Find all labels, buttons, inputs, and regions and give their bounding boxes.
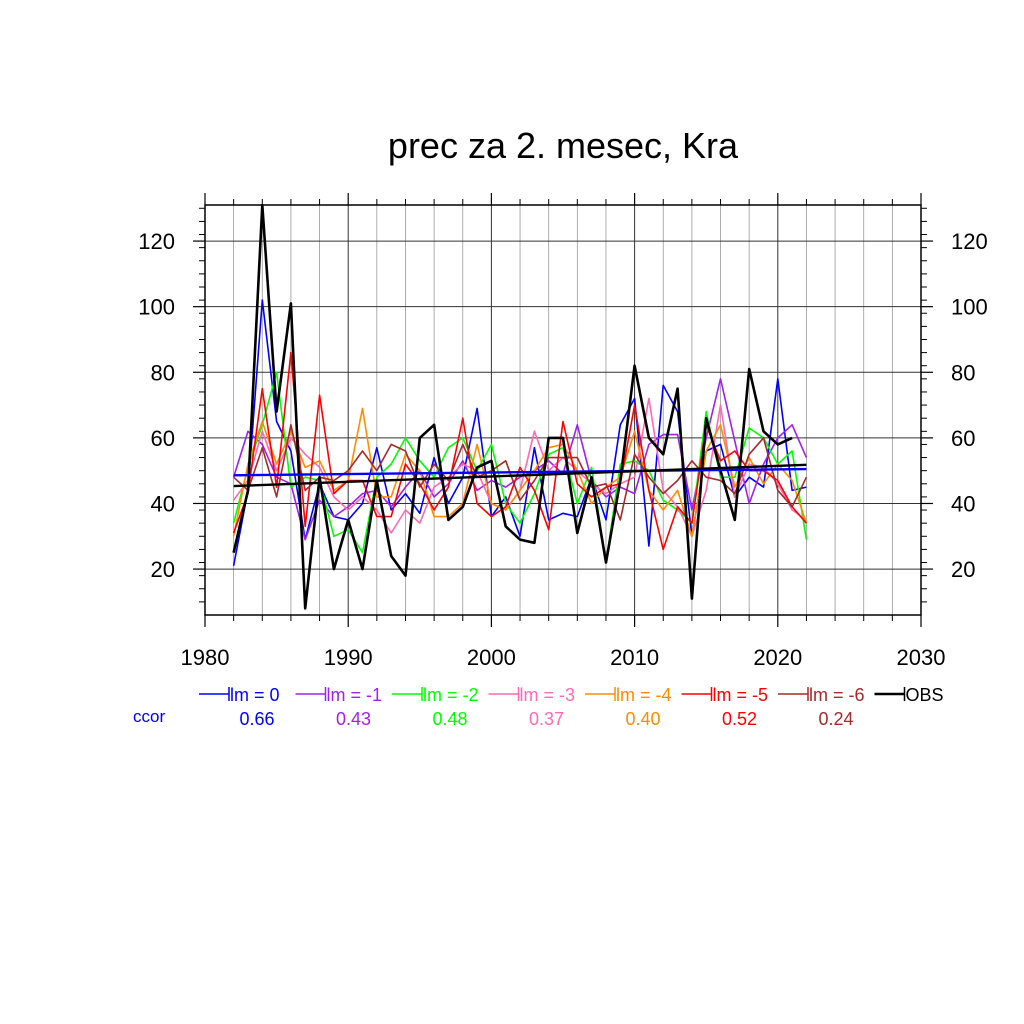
y-tick-label: 20 — [151, 557, 175, 582]
ccor-value: 0.24 — [818, 709, 853, 729]
legend: ccor lm = 0 0.66 lm = -1 0.43 lm = -2 0.48 lm =… — [133, 685, 944, 729]
ccor-value: 0.48 — [432, 709, 467, 729]
ccor-value: 0.43 — [336, 709, 371, 729]
trend-line-0 — [233, 467, 807, 477]
y-tick-label: 60 — [151, 426, 175, 451]
series-line-1 — [232, 377, 808, 541]
legend-label: lm = -4 — [616, 685, 672, 705]
legend-label: lm = -5 — [713, 685, 769, 705]
y-tick-label-right: 100 — [951, 295, 988, 320]
trend-line-1 — [233, 463, 807, 488]
y-tick-label: 40 — [151, 491, 175, 516]
x-tick-label: 1980 — [181, 645, 230, 670]
ccor-value: 0.52 — [722, 709, 757, 729]
y-tick-label-right: 60 — [951, 426, 975, 451]
legend-label: lm = 0 — [230, 685, 280, 705]
y-tick-label-right: 20 — [951, 557, 975, 582]
y-tick-label: 120 — [138, 229, 175, 254]
y-tick-label: 80 — [151, 360, 175, 385]
legend-label: lm = -3 — [520, 685, 576, 705]
ccor-value: 0.40 — [625, 709, 660, 729]
ccor-label: ccor — [133, 707, 165, 726]
y-tick-label-right: 120 — [951, 229, 988, 254]
series-lines — [232, 203, 808, 610]
y-tick-label: 100 — [138, 295, 175, 320]
series-line-0 — [232, 299, 807, 566]
grid — [205, 205, 921, 615]
chart-title: prec za 2. mesec, Kra — [388, 125, 739, 166]
x-tick-label: 1990 — [324, 645, 373, 670]
series-line-6 — [233, 423, 808, 521]
y-tick-label-right: 40 — [951, 491, 975, 516]
series-line-4 — [232, 407, 808, 538]
ccor-value: 0.66 — [239, 709, 274, 729]
x-tick-label: 2010 — [610, 645, 659, 670]
legend-label: lm = -2 — [423, 685, 479, 705]
x-tick-label: 2020 — [753, 645, 802, 670]
legend-label: lm = -1 — [327, 685, 383, 705]
x-tick-label: 2000 — [467, 645, 516, 670]
y-tick-label-right: 80 — [951, 360, 975, 385]
legend-label: lm = -6 — [809, 685, 865, 705]
x-tick-label: 2030 — [897, 645, 946, 670]
ccor-value: 0.37 — [529, 709, 564, 729]
legend-label: OBS — [906, 685, 944, 705]
series-line-7 — [232, 203, 793, 610]
plot-frame — [204, 204, 922, 616]
